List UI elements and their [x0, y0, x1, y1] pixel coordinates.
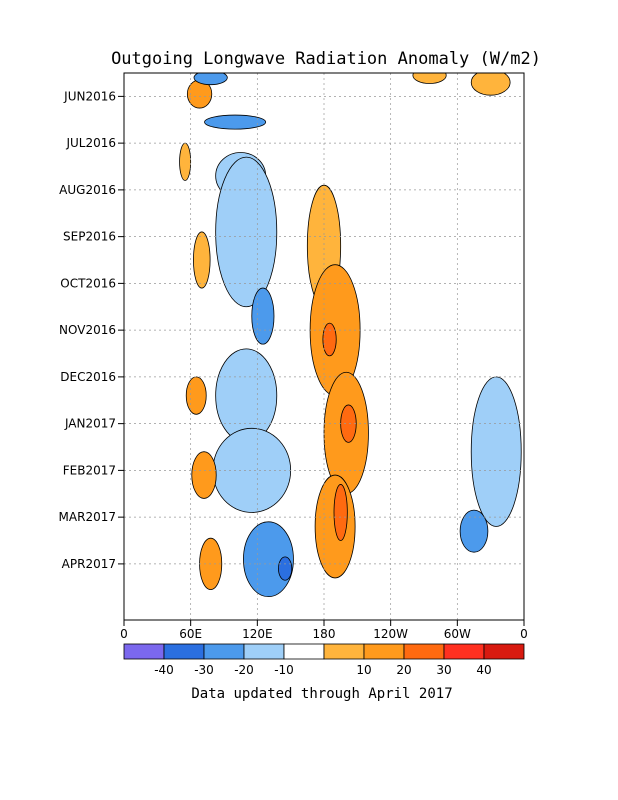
colorbar-label: 30 — [436, 663, 451, 677]
x-tick-label: 180 — [313, 627, 336, 641]
colorbar-swatch — [203, 643, 245, 660]
anomaly-region — [215, 156, 278, 308]
colorbar-label: -40 — [154, 663, 174, 677]
colorbar-label: -20 — [234, 663, 254, 677]
x-axis: 0 60E 120E 180 120W 60W 0 — [120, 620, 528, 641]
colorbar-swatch — [363, 643, 405, 660]
colorbar: -40 -30 -20 -10 10 20 30 40 — [123, 643, 525, 677]
y-tick-label: OCT2016 — [60, 276, 116, 290]
colorbar-swatch — [323, 643, 365, 660]
colorbar-swatch — [243, 643, 285, 660]
anomaly-region — [333, 484, 348, 541]
y-tick-label: MAR2017 — [59, 510, 116, 524]
colorbar-label: 40 — [476, 663, 491, 677]
x-tick-label: 60E — [179, 627, 202, 641]
anomaly-region — [251, 287, 275, 345]
colorbar-label: -10 — [274, 663, 294, 677]
anomaly-region — [412, 73, 447, 84]
anomaly-region — [191, 451, 217, 499]
anomaly-region — [278, 556, 293, 581]
chart-title: Outgoing Longwave Radiation Anomaly (W/m… — [111, 49, 541, 69]
anomaly-region — [470, 376, 522, 527]
x-tick-label: 0 — [520, 627, 528, 641]
y-tick-label: NOV2016 — [59, 323, 116, 337]
anomaly-region — [193, 231, 211, 289]
colorbar-label: 20 — [396, 663, 411, 677]
anomaly-region — [459, 509, 489, 553]
y-tick-label: FEB2017 — [63, 463, 116, 477]
colorbar-swatch — [403, 643, 445, 660]
colorbar-swatch — [483, 643, 525, 660]
update-note: Data updated through April 2017 — [191, 686, 452, 702]
y-axis: JUN2016 JUL2016 AUG2016 SEP2016 OCT2016 NOV20… — [59, 89, 124, 571]
x-tick-label: 60W — [444, 627, 471, 641]
colorbar-swatch — [443, 643, 485, 660]
anomaly-region — [470, 73, 511, 96]
x-tick-label: 120W — [373, 627, 408, 641]
y-tick-label: DEC2016 — [60, 370, 116, 384]
anomaly-region — [204, 114, 267, 130]
y-tick-label: JAN2017 — [64, 417, 116, 431]
anomaly-field — [179, 73, 522, 598]
colorbar-swatch — [123, 643, 165, 660]
x-tick-label: 0 — [120, 627, 128, 641]
colorbar-swatch — [283, 643, 325, 660]
anomaly-region — [185, 376, 207, 415]
y-tick-label: SEP2016 — [63, 230, 116, 244]
y-tick-label: AUG2016 — [59, 183, 116, 197]
y-tick-label: JUN2016 — [63, 89, 116, 103]
y-tick-label: APR2017 — [62, 557, 116, 571]
grid-lines — [124, 73, 524, 620]
colorbar-label: 10 — [356, 663, 371, 677]
colorbar-swatch — [163, 643, 205, 660]
anomaly-region — [193, 73, 228, 86]
anomaly-region — [179, 142, 192, 181]
anomaly-region — [322, 322, 337, 357]
y-tick-label: JUL2016 — [65, 136, 116, 150]
anomaly-region — [340, 404, 357, 443]
colorbar-label: -30 — [194, 663, 214, 677]
x-tick-label: 120E — [242, 627, 273, 641]
